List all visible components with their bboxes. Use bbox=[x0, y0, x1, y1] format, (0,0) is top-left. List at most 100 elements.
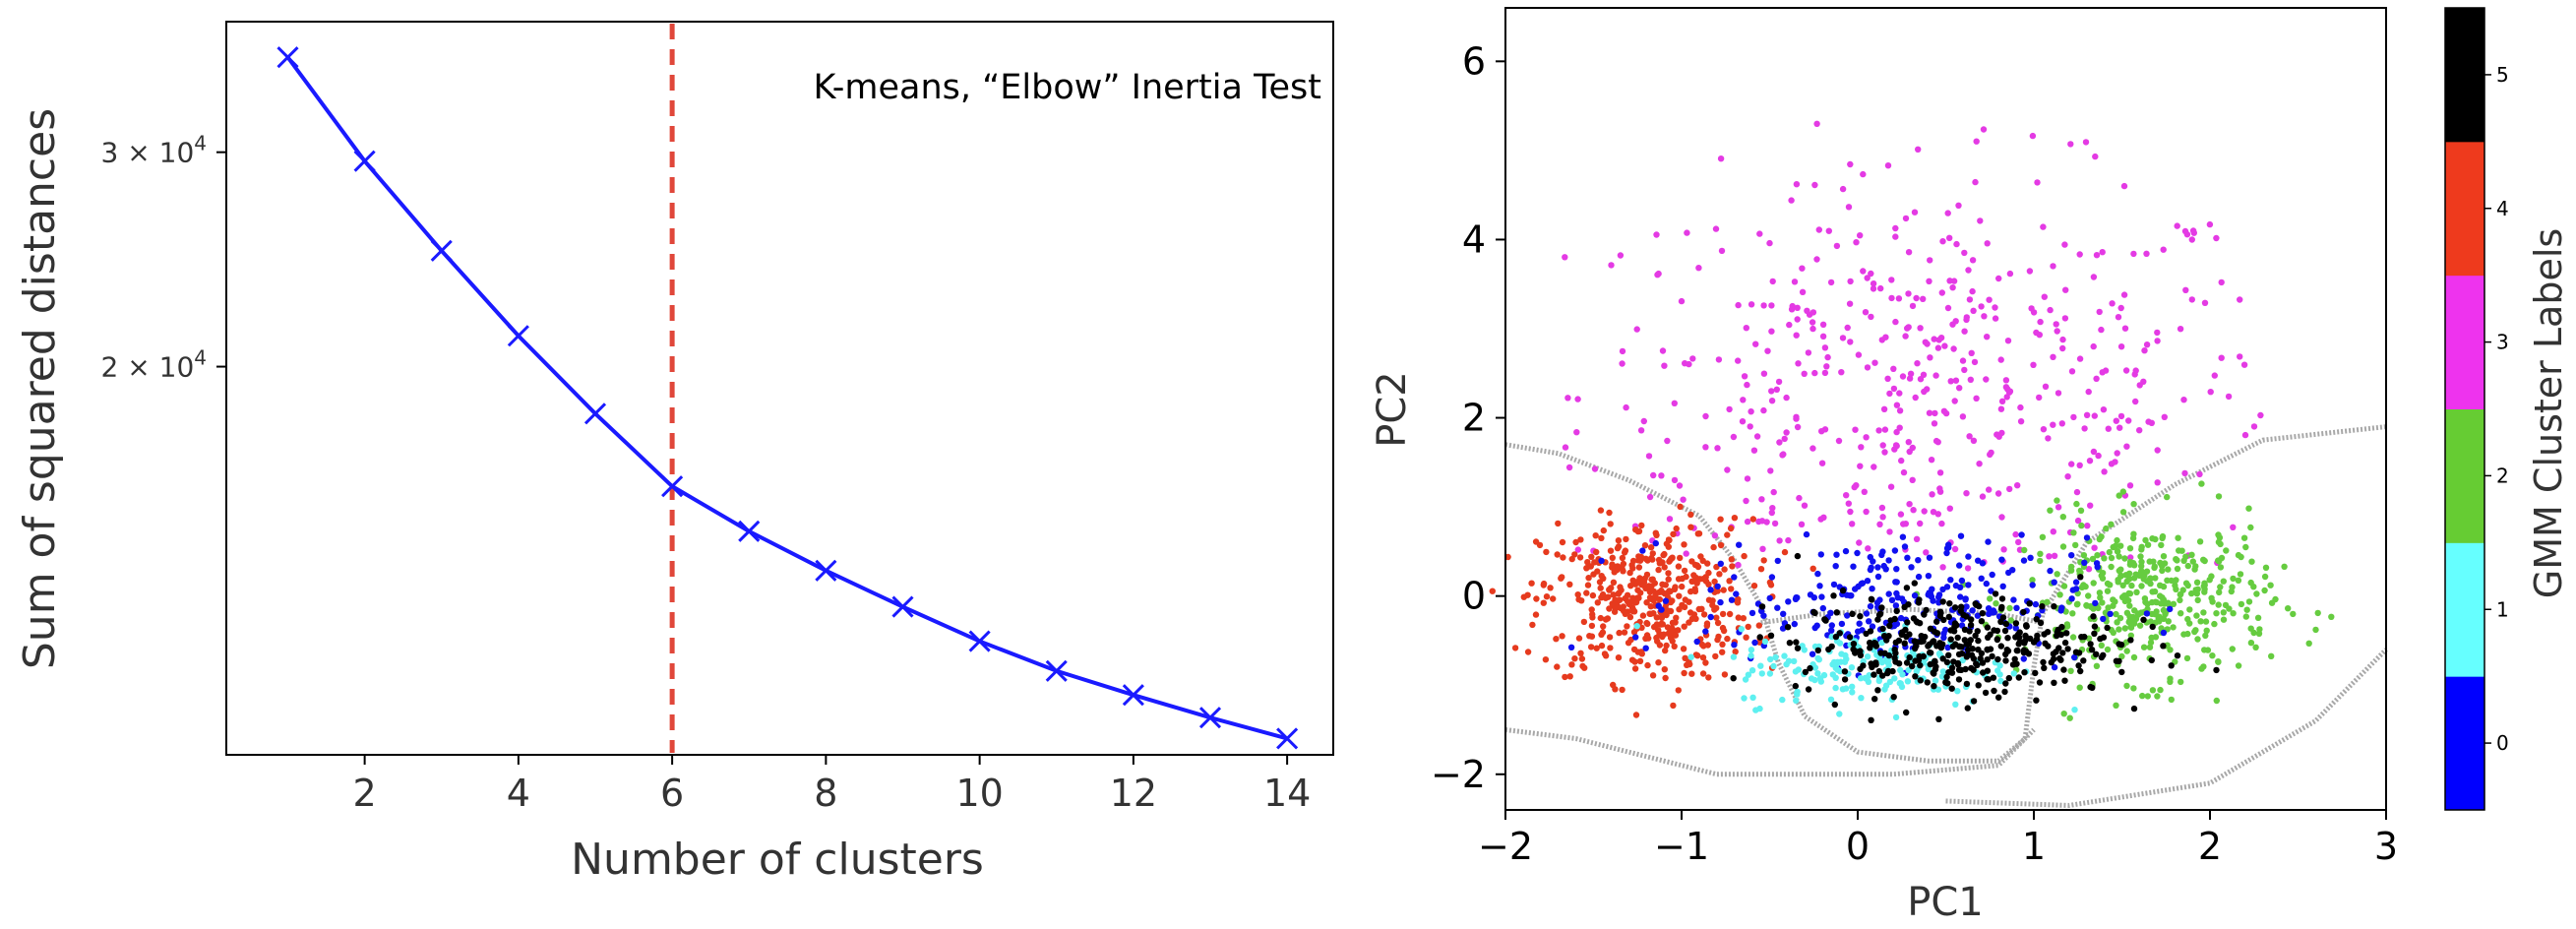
scatter-point bbox=[1931, 336, 1937, 342]
scatter-point bbox=[2087, 683, 2094, 691]
scatter-point bbox=[1946, 278, 1953, 284]
scatter-point bbox=[1932, 409, 1938, 417]
scatter-point bbox=[1947, 378, 1954, 385]
scatter-point bbox=[1825, 227, 1833, 234]
scatter-point bbox=[2037, 619, 2045, 627]
scatter-point bbox=[1890, 694, 1897, 701]
scatter-point bbox=[1801, 370, 1808, 377]
elbow-chart: 2 4 6 8 10 12 14 3 × 104 2 × 104 K-means, “Elbow… bbox=[15, 21, 1334, 885]
scatter-point bbox=[1913, 535, 1921, 542]
scatter-point bbox=[1675, 563, 1683, 570]
scatter-point bbox=[1600, 526, 1608, 534]
scatter-point bbox=[2064, 473, 2071, 480]
scatter-point bbox=[2207, 389, 2214, 396]
scatter-point bbox=[2143, 250, 2150, 257]
scatter-point bbox=[1901, 640, 1908, 647]
scatter-point bbox=[2140, 616, 2147, 623]
scatter-point bbox=[1922, 633, 1929, 641]
scatter-point bbox=[1543, 593, 1551, 600]
elbow-marker bbox=[815, 559, 837, 582]
scatter-point bbox=[2020, 655, 2027, 662]
scatter-point bbox=[1716, 571, 1723, 578]
scatter-point bbox=[2097, 594, 2104, 601]
scatter-point bbox=[2026, 268, 2034, 275]
scatter-point bbox=[1944, 304, 1952, 312]
scatter-point bbox=[1768, 302, 1775, 309]
scatter-point bbox=[2058, 604, 2065, 611]
scatter-point bbox=[1717, 560, 1725, 567]
scatter-point bbox=[1878, 504, 1886, 512]
scatter-point bbox=[1719, 610, 1727, 618]
scatter-point bbox=[1878, 639, 1885, 647]
scatter-point bbox=[1608, 262, 1615, 269]
scatter-point bbox=[1902, 333, 1909, 340]
scatter-point bbox=[1760, 612, 1767, 619]
scatter-point bbox=[1811, 181, 1818, 189]
scatter-point bbox=[1568, 661, 1575, 668]
scatter-point bbox=[1932, 437, 1940, 445]
scatter-point bbox=[1655, 602, 1662, 609]
scatter-point bbox=[1623, 535, 1629, 543]
scatter-point bbox=[1670, 702, 1677, 710]
scatter-point bbox=[1693, 580, 1700, 587]
scatter-point bbox=[1594, 568, 1601, 575]
scatter-point bbox=[1791, 657, 1798, 665]
scatter-point bbox=[1978, 575, 1985, 582]
scatter-point bbox=[2057, 656, 2064, 663]
scatter-point bbox=[1885, 651, 1893, 659]
scatter-point bbox=[1667, 598, 1675, 606]
scatter-point bbox=[1739, 418, 1747, 425]
scatter-point bbox=[2240, 534, 2248, 541]
scatter-point bbox=[1977, 217, 1984, 224]
scatter-point bbox=[1821, 616, 1828, 623]
scatter-point bbox=[1860, 268, 1867, 275]
colorbar-segment bbox=[2445, 275, 2484, 409]
scatter-point bbox=[1786, 321, 1793, 329]
scatter-point bbox=[2050, 650, 2057, 657]
scatter-point bbox=[2006, 485, 2013, 493]
scatter-point bbox=[1893, 566, 1900, 573]
scatter-point bbox=[1963, 680, 1971, 688]
elbow-x-tick-label: 14 bbox=[1263, 772, 1311, 815]
scatter-point bbox=[1760, 302, 1767, 309]
scatter-point bbox=[2055, 504, 2062, 511]
scatter-point bbox=[1749, 694, 1756, 701]
scatter-point bbox=[2190, 229, 2197, 236]
scatter-point bbox=[1669, 619, 1677, 626]
scatter-point bbox=[1593, 548, 1600, 556]
scatter-point bbox=[1620, 568, 1626, 575]
scatter-point bbox=[1612, 604, 1619, 611]
scatter-point bbox=[1629, 565, 1636, 572]
scatter-point bbox=[1852, 426, 1859, 433]
scatter-point bbox=[2085, 388, 2092, 396]
scatter-point bbox=[1847, 508, 1854, 516]
scatter-point bbox=[1662, 582, 1670, 588]
scatter-point bbox=[1585, 575, 1592, 582]
scatter-point bbox=[1731, 574, 1738, 581]
scatter-point bbox=[2047, 306, 2054, 314]
scatter-point bbox=[2218, 354, 2225, 361]
scatter-point bbox=[1920, 295, 1927, 302]
scatter-point bbox=[1870, 285, 1877, 292]
scatter-point bbox=[1955, 676, 1963, 683]
scatter-point bbox=[1984, 656, 1991, 663]
scatter-point bbox=[1868, 270, 1874, 278]
scatter-point bbox=[1724, 531, 1731, 538]
scatter-point bbox=[1623, 403, 1629, 411]
scatter-point bbox=[1758, 603, 1766, 610]
scatter-point bbox=[2054, 571, 2060, 578]
scatter-point bbox=[1714, 583, 1721, 590]
scatter-point bbox=[2081, 559, 2088, 566]
scatter-point bbox=[1818, 593, 1825, 600]
scatter-point bbox=[2093, 650, 2100, 657]
scatter-point bbox=[1598, 631, 1605, 638]
scatter-point bbox=[1827, 696, 1835, 703]
scatter-point bbox=[2095, 452, 2102, 460]
scatter-point bbox=[1626, 613, 1634, 621]
scatter-point bbox=[2215, 658, 2222, 665]
scatter-point bbox=[1909, 662, 1916, 670]
scatter-point bbox=[1961, 366, 1968, 374]
scatter-point bbox=[2126, 602, 2133, 609]
scatter-point bbox=[1768, 328, 1775, 335]
scatter-point bbox=[2072, 649, 2080, 655]
